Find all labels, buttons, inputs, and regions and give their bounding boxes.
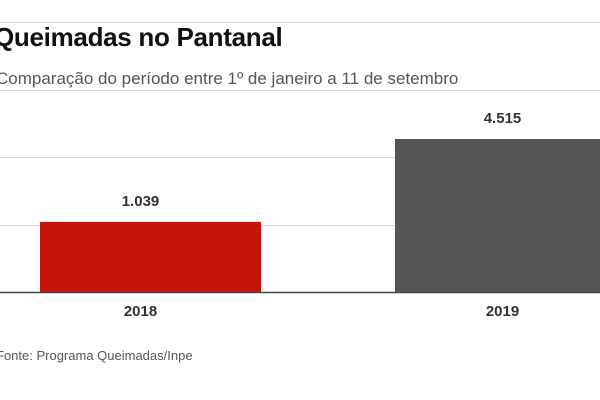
value-label-2019: 4.515 <box>484 110 522 127</box>
category-label-2019: 2019 <box>486 303 519 320</box>
bar-2018 <box>40 221 261 292</box>
bars <box>40 139 600 292</box>
bar-2019 <box>395 139 600 292</box>
chart-title: Queimadas no Pantanal <box>0 22 283 52</box>
chart-subtitle: Comparação do período entre 1º de janeir… <box>0 69 459 88</box>
value-label-2018: 1.039 <box>122 193 160 210</box>
category-label-2018: 2018 <box>124 303 157 320</box>
labels: 1.039 2018 4.515 2019 <box>122 110 522 320</box>
source-note: Fonte: Programa Queimadas/Inpe <box>0 348 193 363</box>
